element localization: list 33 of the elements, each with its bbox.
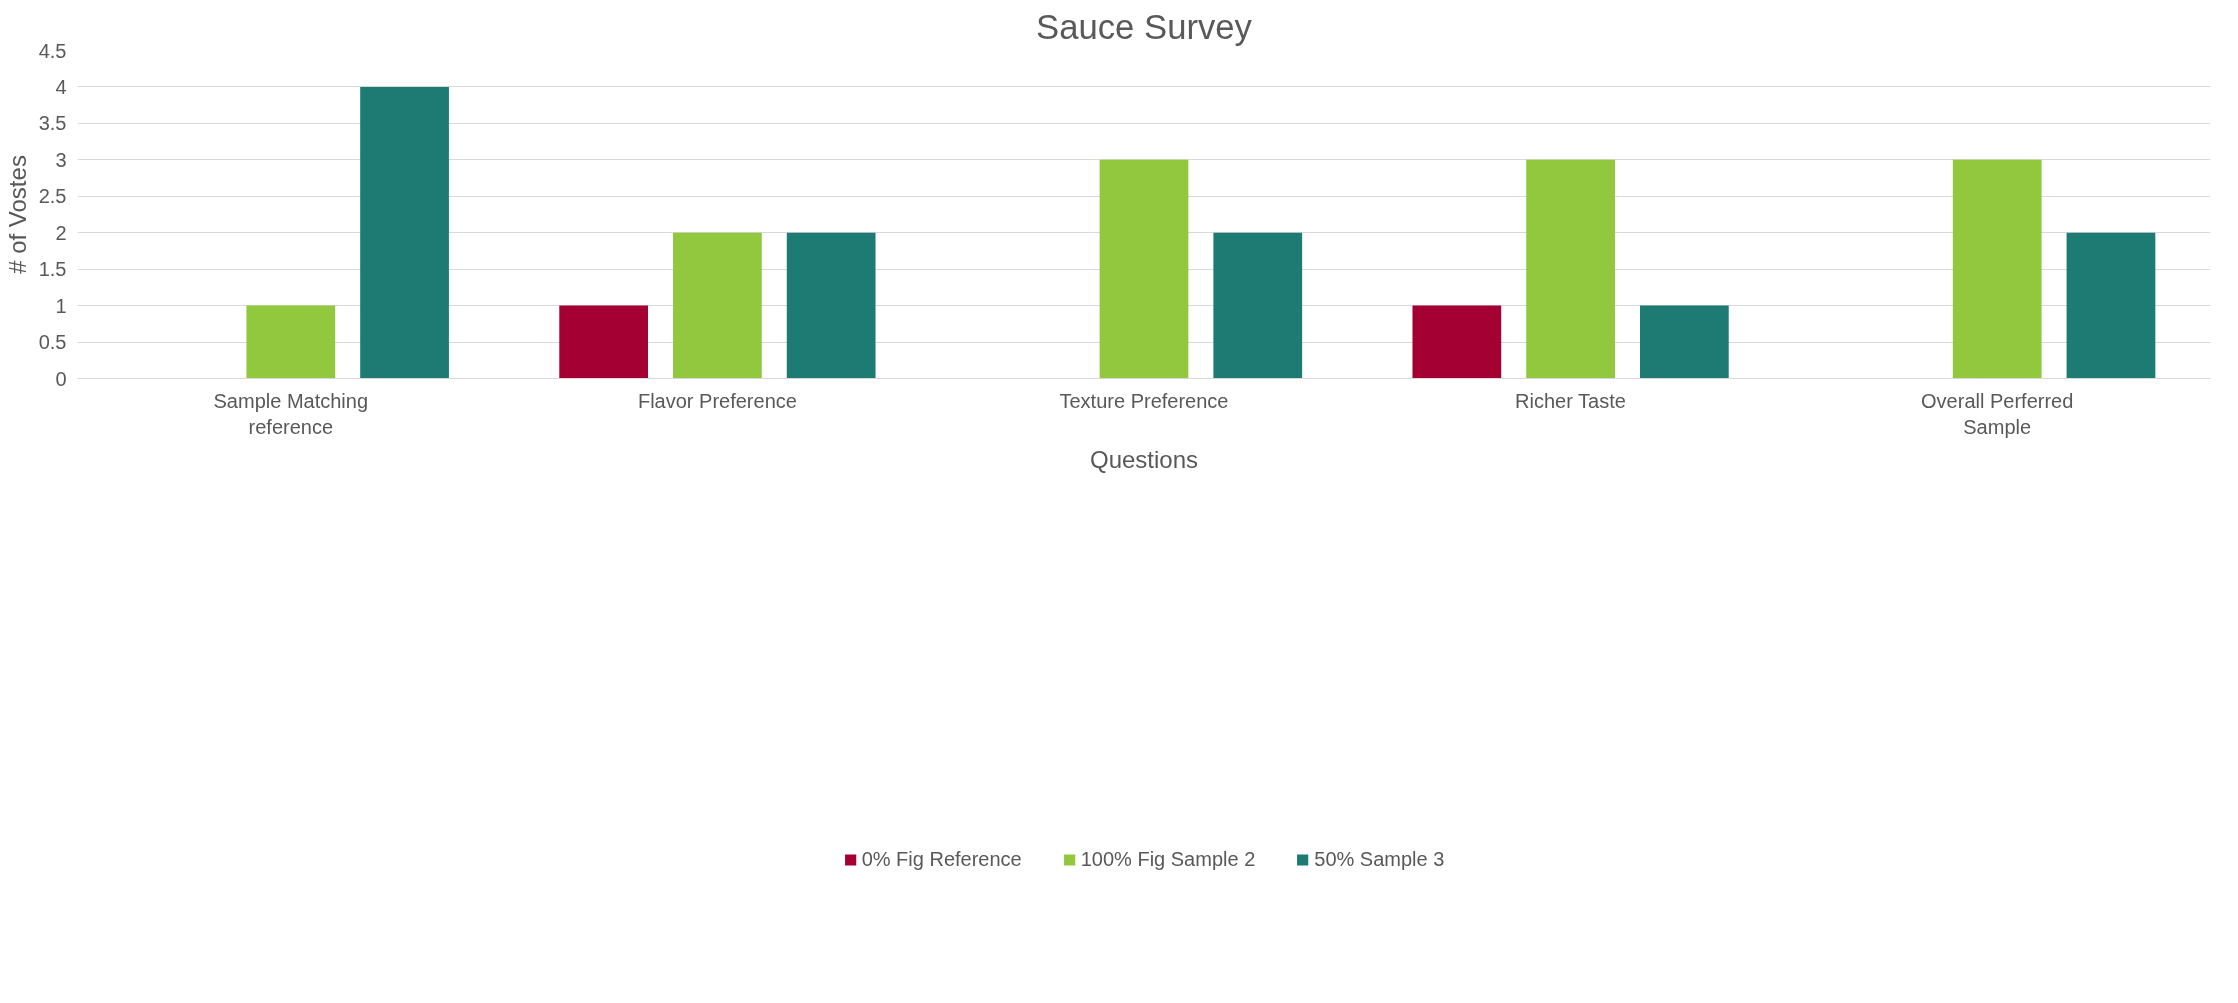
legend-label: 0% Fig Reference (861, 847, 1022, 871)
x-tick-label: Texture Preference (1059, 389, 1229, 412)
x-tick-label: Richer Taste (1515, 389, 1626, 412)
x-tick-label: Flavor Preference (637, 389, 797, 412)
y-tick-label: 0.5 (38, 331, 67, 354)
bar (1952, 159, 2042, 379)
y-tick-label: 4 (55, 75, 67, 98)
bar (246, 305, 336, 379)
chart-title: Sauce Survey (1036, 7, 1253, 46)
x-tick-label: Sample Matching reference (213, 389, 369, 438)
bar (1639, 305, 1729, 379)
bar (559, 305, 649, 379)
x-tick-label: Overall Perferred Sample (1921, 389, 2074, 438)
y-axis-title: # of Vostes (3, 155, 31, 274)
bar (2066, 232, 2156, 379)
bar (1099, 159, 1189, 379)
y-tick-label: 2 (55, 221, 67, 244)
y-tick-label: 0 (55, 367, 67, 390)
bar (673, 232, 762, 379)
bar (1213, 232, 1303, 379)
y-tick-label: 3 (55, 148, 67, 171)
y-tick-label: 2.5 (38, 185, 67, 208)
y-tick-label: 4.5 (38, 39, 67, 62)
bar (360, 86, 449, 379)
y-tick-label: 3.5 (38, 112, 67, 135)
y-tick-label: 1.5 (38, 258, 67, 281)
bar (1526, 159, 1615, 379)
x-axis-title: Questions (1089, 445, 1199, 473)
legend-label: 50% Sample 3 (1314, 847, 1445, 871)
legend-label: 100% Fig Sample 2 (1080, 847, 1256, 871)
bar (786, 232, 876, 379)
bar (1412, 305, 1502, 379)
y-tick-label: 1 (55, 294, 67, 317)
